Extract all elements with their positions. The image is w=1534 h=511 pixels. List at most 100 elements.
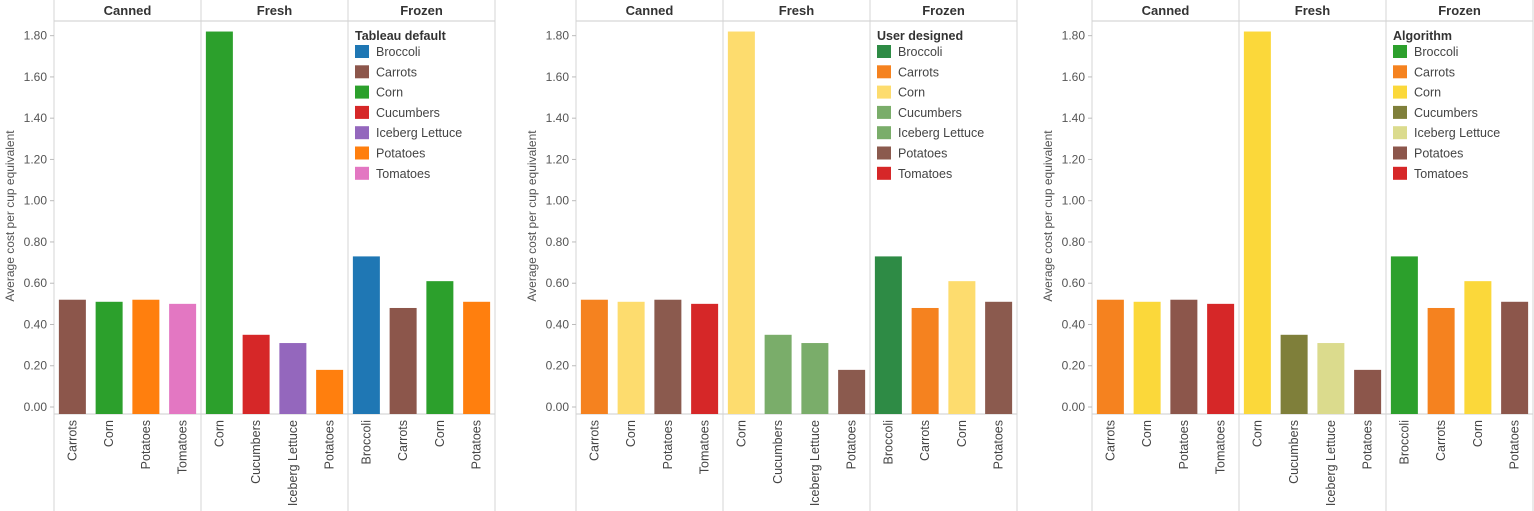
bar-fresh-potatoes [838, 369, 866, 414]
y-tick-label: 1.60 [24, 70, 48, 84]
legend-swatch [877, 166, 891, 180]
legend-swatch [1393, 105, 1407, 119]
legend-swatch [355, 166, 369, 180]
y-tick-label: 1.80 [546, 29, 570, 43]
bar-frozen-broccoli [874, 256, 902, 414]
x-category-label: Corn [433, 420, 447, 447]
bar-fresh-iceberg-lettuce [279, 343, 307, 414]
bar-canned-carrots [1096, 299, 1124, 414]
legend-entry-iceberg-lettuce: Iceberg Lettuce [898, 126, 984, 140]
legend-entry-tomatoes: Tomatoes [1414, 167, 1468, 181]
y-tick-label: 0.40 [1062, 317, 1086, 331]
bar-canned-potatoes [132, 299, 160, 414]
x-category-label: Potatoes [470, 420, 484, 469]
x-category-label: Potatoes [1361, 420, 1375, 469]
x-category-label: Tomatoes [176, 420, 190, 474]
group-header-frozen: Frozen [922, 3, 965, 18]
x-category-label: Cucumbers [1287, 420, 1301, 484]
legend-swatch [877, 126, 891, 140]
y-axis-label: Average cost per cup equivalent [1041, 130, 1055, 302]
bar-canned-corn [95, 301, 123, 414]
y-tick-label: 1.20 [1062, 152, 1086, 166]
y-tick-label: 1.80 [24, 29, 48, 43]
legend-entry-cucumbers: Cucumbers [376, 106, 440, 120]
x-category-label: Potatoes [845, 420, 859, 469]
x-category-label: Broccoli [881, 420, 895, 464]
legend-entry-potatoes: Potatoes [898, 147, 947, 161]
group-header-canned: Canned [626, 3, 674, 18]
x-category-label: Iceberg Lettuce [1324, 420, 1338, 506]
legend-swatch [355, 85, 369, 99]
legend-swatch [355, 65, 369, 79]
bar-frozen-broccoli [1390, 256, 1418, 414]
y-tick-label: 0.20 [24, 359, 48, 373]
x-category-label: Corn [1250, 420, 1264, 447]
bar-frozen-carrots [389, 307, 417, 414]
x-category-label: Potatoes [1508, 420, 1522, 469]
bar-frozen-potatoes [463, 301, 491, 414]
y-tick-label: 1.20 [24, 152, 48, 166]
legend-entry-iceberg-lettuce: Iceberg Lettuce [1414, 126, 1500, 140]
x-category-label: Potatoes [1177, 420, 1191, 469]
group-header-canned: Canned [1142, 3, 1190, 18]
bar-fresh-potatoes [316, 369, 344, 414]
y-tick-label: 0.60 [24, 276, 48, 290]
bar-frozen-corn [426, 281, 454, 414]
y-tick-label: 1.40 [546, 111, 570, 125]
legend-swatch [1393, 45, 1407, 58]
bar-frozen-carrots [1427, 307, 1455, 414]
bar-fresh-corn [1243, 31, 1271, 415]
bar-frozen-carrots [911, 307, 939, 414]
x-category-label: Corn [1140, 420, 1154, 447]
y-axis-label: Average cost per cup equivalent [3, 130, 17, 302]
x-category-label: Cucumbers [771, 420, 785, 484]
x-category-label: Corn [734, 420, 748, 447]
x-category-label: Tomatoes [1214, 420, 1228, 474]
bar-fresh-cucumbers [1280, 334, 1308, 414]
legend-entry-corn: Corn [898, 86, 925, 100]
y-tick-label: 1.20 [546, 152, 570, 166]
legend-entry-potatoes: Potatoes [1414, 147, 1463, 161]
legend-swatch [877, 105, 891, 119]
legend-swatch [1393, 126, 1407, 140]
legend-entry-iceberg-lettuce: Iceberg Lettuce [376, 126, 462, 140]
legend-entry-cucumbers: Cucumbers [1414, 106, 1478, 120]
x-category-label: Cucumbers [249, 420, 263, 484]
bar-fresh-cucumbers [764, 334, 792, 414]
bar-fresh-iceberg-lettuce [801, 343, 829, 414]
x-category-label: Potatoes [992, 420, 1006, 469]
y-tick-label: 1.00 [546, 194, 570, 208]
x-category-label: Carrots [396, 420, 410, 461]
bar-frozen-corn [1464, 281, 1492, 414]
group-header-canned: Canned [104, 3, 152, 18]
legend-title: Algorithm [1393, 29, 1452, 43]
x-category-label: Broccoli [359, 420, 373, 464]
bar-fresh-corn [727, 31, 755, 415]
y-tick-label: 0.80 [24, 235, 48, 249]
y-tick-label: 1.40 [1062, 111, 1086, 125]
legend-entry-carrots: Carrots [376, 65, 417, 79]
legend-swatch [877, 45, 891, 58]
x-category-label: Potatoes [139, 420, 153, 469]
bar-canned-carrots [580, 299, 608, 414]
legend-entry-broccoli: Broccoli [376, 45, 420, 59]
y-tick-label: 0.00 [1062, 400, 1086, 414]
legend-entry-potatoes: Potatoes [376, 147, 425, 161]
legend-swatch [1393, 65, 1407, 79]
legend-entry-corn: Corn [1414, 86, 1441, 100]
y-tick-label: 0.00 [24, 400, 48, 414]
x-category-label: Tomatoes [698, 420, 712, 474]
bar-fresh-iceberg-lettuce [1317, 343, 1345, 414]
legend-swatch [355, 126, 369, 140]
x-category-label: Corn [212, 420, 226, 447]
y-tick-label: 0.60 [546, 276, 570, 290]
bar-fresh-corn [205, 31, 233, 415]
y-tick-label: 1.40 [24, 111, 48, 125]
bar-canned-tomatoes [169, 303, 197, 414]
y-axis-label: Average cost per cup equivalent [525, 130, 539, 302]
y-tick-label: 0.80 [546, 235, 570, 249]
bar-canned-tomatoes [691, 303, 719, 414]
x-category-label: Potatoes [323, 420, 337, 469]
x-category-label: Carrots [918, 420, 932, 461]
